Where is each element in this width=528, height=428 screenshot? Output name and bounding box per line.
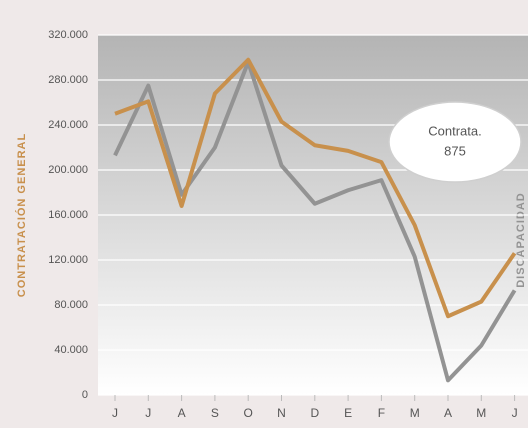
x-tick-label: S xyxy=(211,406,219,420)
annotation-bubble xyxy=(388,101,522,183)
y-tick-label: 80.000 xyxy=(54,299,88,311)
y-tick-label: 160.000 xyxy=(48,209,88,221)
x-tick-label: D xyxy=(310,406,319,420)
y-tick-label: 240.000 xyxy=(48,119,88,131)
y-tick-label: 320.000 xyxy=(48,29,88,41)
y-tick-label: 200.000 xyxy=(48,164,88,176)
x-tick-label: A xyxy=(178,406,186,420)
x-tick-label: M xyxy=(410,406,420,420)
y2-axis-title: DISCAPACIDAD xyxy=(515,192,527,288)
series-line xyxy=(114,57,517,319)
x-tick-label: E xyxy=(344,406,352,420)
annotation-text: Contrata. xyxy=(428,123,481,138)
x-tick-label: F xyxy=(378,406,385,420)
y-tick-label: 280.000 xyxy=(48,74,88,86)
x-tick-label: J xyxy=(145,406,151,420)
y-tick-label: 0 xyxy=(82,389,88,401)
y-tick-label: 120.000 xyxy=(48,254,88,266)
annotation-text: 875 xyxy=(444,143,466,158)
x-tick-label: J xyxy=(112,406,118,420)
y-tick-label: 40.000 xyxy=(54,344,88,356)
x-tick-label: J xyxy=(512,406,518,420)
x-tick-label: N xyxy=(277,406,286,420)
series-line xyxy=(113,60,517,383)
x-tick-label: M xyxy=(476,406,486,420)
x-tick-label: A xyxy=(444,406,452,420)
x-tick-label: O xyxy=(244,406,253,420)
y-axis-title: CONTRATACIÓN GENERAL xyxy=(15,133,28,297)
